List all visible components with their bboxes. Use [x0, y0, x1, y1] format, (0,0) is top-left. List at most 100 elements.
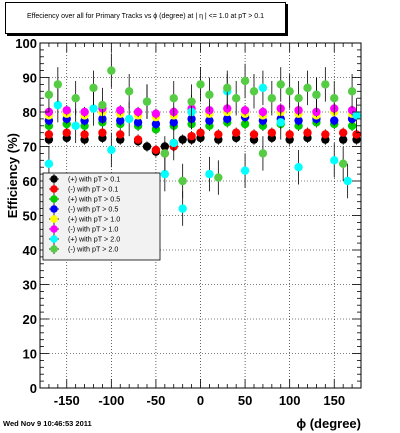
legend-label: (+) with pT > 2.0 — [68, 235, 120, 244]
data-point — [330, 94, 339, 103]
data-point — [338, 128, 348, 137]
legend-label: (+) with pT > 0.1 — [68, 175, 120, 184]
legend-marker — [50, 205, 58, 213]
x-tick-label: 50 — [238, 393, 252, 408]
data-point — [71, 94, 80, 103]
chart-ticks: -150 -100 -50 0 50 100 150 0 10 20 30 40 50 60 70 80 90 1… — [15, 36, 362, 408]
data-point — [214, 130, 223, 139]
data-point — [258, 149, 268, 158]
y-axis-label: Efficiency (%) — [5, 133, 20, 218]
data-point — [205, 169, 214, 179]
data-point — [142, 142, 152, 151]
y-tick-label: 20 — [23, 312, 37, 327]
data-point — [89, 104, 98, 113]
data-point — [312, 90, 321, 99]
y-tick-label: 0 — [30, 381, 37, 396]
chart-legend: (+) with pT > 0.1(-) with pT > 0.1(+) wi… — [42, 172, 161, 261]
chart-points — [44, 53, 361, 226]
data-point — [258, 83, 268, 93]
data-point — [231, 94, 241, 103]
data-point — [343, 176, 352, 186]
data-point — [98, 100, 107, 110]
x-tick-label: 0 — [197, 393, 204, 408]
data-point — [133, 135, 143, 144]
data-point — [205, 90, 214, 99]
data-point — [53, 80, 63, 89]
data-point — [249, 130, 259, 139]
data-point — [352, 111, 361, 120]
chart-title-box: Effeciency over all for Primary Tracks v… — [5, 2, 286, 34]
data-point — [151, 119, 161, 129]
y-tick-label: 10 — [23, 347, 37, 362]
y-tick-label: 60 — [23, 174, 37, 189]
data-point — [80, 107, 89, 117]
data-point — [303, 128, 312, 137]
data-point — [330, 116, 339, 125]
data-point — [294, 94, 303, 103]
x-tick-label: 100 — [279, 393, 301, 408]
data-point — [347, 121, 357, 130]
legend-label: (-) with pT > 1.0 — [68, 225, 118, 234]
legend-label: (-) with pT > 0.1 — [68, 185, 118, 194]
x-tick-label: -100 — [98, 393, 124, 408]
legend-marker — [50, 235, 58, 243]
data-point — [169, 118, 178, 127]
data-point — [330, 156, 339, 165]
data-point — [205, 116, 214, 125]
data-point — [240, 166, 250, 175]
data-point — [267, 128, 277, 137]
legend-marker — [50, 245, 58, 253]
data-point — [196, 80, 205, 89]
data-point — [116, 130, 125, 139]
data-point — [214, 173, 223, 182]
data-point — [231, 128, 241, 137]
data-point — [240, 76, 250, 86]
data-point — [124, 87, 134, 96]
data-point — [116, 116, 125, 125]
data-point — [160, 149, 170, 158]
data-point — [53, 100, 63, 110]
data-point — [151, 109, 161, 118]
legend-marker — [50, 225, 58, 233]
data-point — [196, 128, 205, 137]
data-point — [133, 118, 143, 127]
data-point — [133, 107, 143, 117]
data-point — [178, 135, 187, 144]
data-point — [347, 87, 357, 96]
data-point — [124, 114, 134, 124]
y-tick-label: 40 — [23, 243, 37, 258]
data-point — [187, 131, 196, 141]
data-point — [276, 118, 285, 127]
x-tick-label: -50 — [147, 393, 166, 408]
data-point — [169, 94, 178, 103]
x-tick-label: 150 — [323, 393, 345, 408]
data-point — [223, 114, 232, 124]
data-point — [249, 87, 259, 96]
legend-marker — [50, 175, 58, 183]
data-point — [116, 106, 125, 115]
y-tick-label: 80 — [23, 105, 37, 120]
data-point — [223, 83, 232, 93]
timestamp: Wed Nov 9 10:46:53 2011 — [3, 419, 92, 428]
data-point — [44, 130, 54, 139]
y-tick-label: 30 — [23, 278, 37, 293]
data-point — [178, 204, 187, 213]
data-point — [240, 119, 250, 129]
data-point — [258, 107, 268, 117]
data-point — [71, 121, 80, 130]
data-point — [89, 83, 98, 93]
data-point — [240, 106, 250, 115]
legend-label: (+) with pT > 0.5 — [68, 195, 120, 204]
legend-label: (-) with pT > 2.0 — [68, 245, 118, 254]
data-point — [294, 116, 303, 125]
data-point — [338, 159, 348, 168]
data-point — [44, 159, 54, 168]
x-axis-label: ϕ (degree) — [296, 416, 361, 431]
data-point — [267, 94, 277, 103]
data-point — [187, 97, 196, 106]
legend-marker — [50, 215, 58, 223]
legend-marker — [50, 185, 58, 193]
legend-marker — [50, 195, 58, 203]
x-tick-label: -150 — [54, 393, 80, 408]
